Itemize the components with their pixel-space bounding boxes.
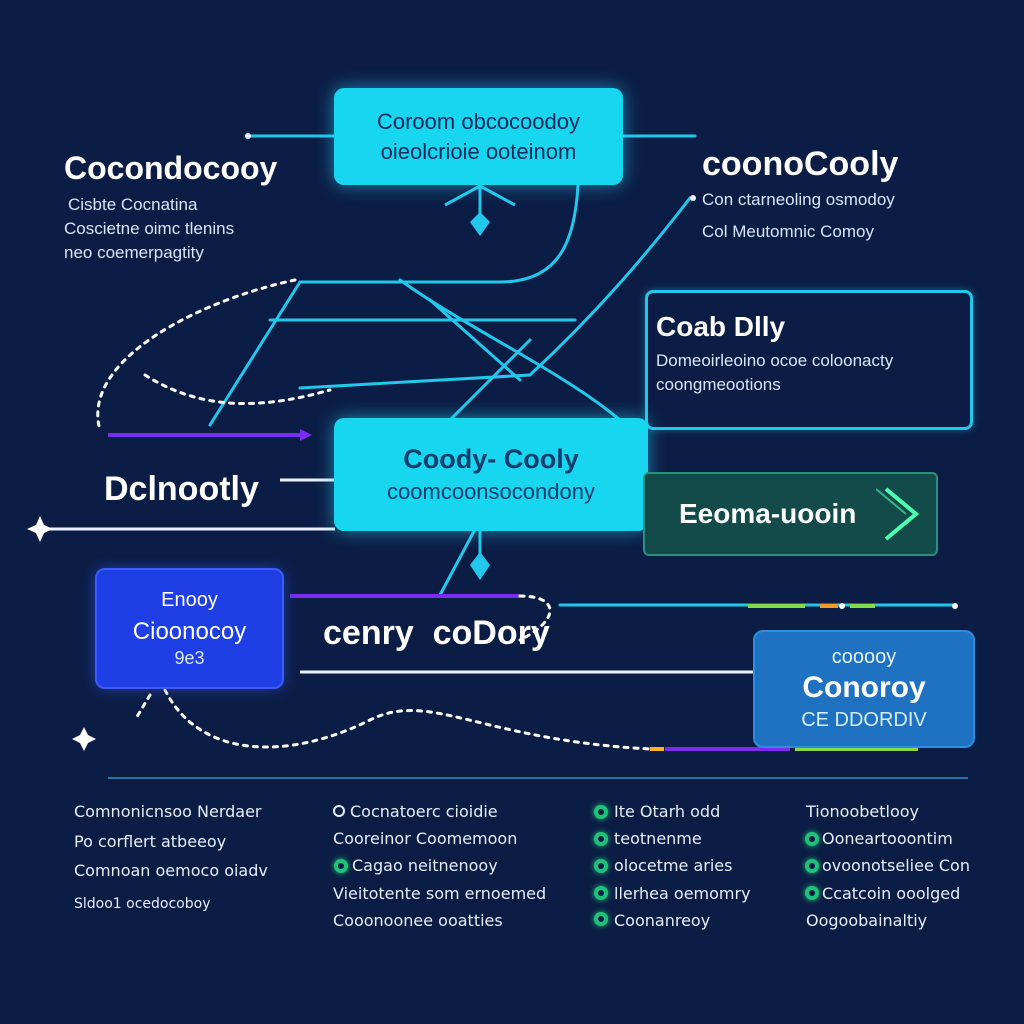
- legend-col4-item: Tionoobetlooy: [806, 802, 919, 821]
- legend-col1-item: Po corflert atbeeoy: [74, 832, 227, 851]
- label-mid-left: Dclnootly: [104, 470, 259, 508]
- legend-col4-item: Ooneartooontim: [822, 829, 953, 848]
- node-center[interactable]: Coody- Cooly coomcoonsocondony: [334, 418, 648, 531]
- node-right-box-line1: Domeoirleoino ocoe coloonacty: [656, 351, 894, 370]
- label-top-right: coonoCooly Con ctarneoling osmodoy Col M…: [702, 145, 1002, 242]
- dot-bullet-icon: [594, 912, 608, 926]
- legend-col2-item: Cooreinor Coomemoon: [333, 829, 518, 848]
- legend-col3-item: llerhea oemomry: [614, 884, 751, 903]
- legend-col4-item: Oogoobainaltiy: [806, 911, 928, 930]
- node-right-blue-line2: Conoroy: [802, 671, 926, 704]
- label-top-left-line2: Coscietne oimc tlenins: [64, 219, 235, 238]
- node-right-box-line2: coongmeootions: [656, 375, 781, 394]
- legend-col1-item: Sldoo1 ocedocoboy: [74, 896, 211, 912]
- node-center-line1: Coody- Cooly: [403, 444, 579, 474]
- node-left-blue[interactable]: Enooy Cioonocoy 9e3: [95, 568, 284, 689]
- sparkle-icon: [27, 516, 96, 751]
- node-right-box[interactable]: Coab Dlly Domeoirleoino ocoe coloonacty …: [645, 290, 973, 430]
- dot-bullet-icon: [594, 805, 608, 819]
- legend-col4-item: ovoonotseliee Con: [822, 856, 970, 875]
- label-top-right-title: coonoCooly: [702, 145, 899, 183]
- legend-col2-item: Cocnatoerc cioidie: [350, 802, 498, 821]
- label-top-left-line1: Cisbte Cocnatina: [68, 195, 198, 214]
- legend-col1-item: Comnonicnsoo Nerdaer: [74, 802, 262, 821]
- label-top-left-line3: neo coemerpagtity: [64, 243, 204, 262]
- node-left-blue-line2: Cioonocoy: [132, 617, 247, 645]
- node-right-blue-line1: cooooy: [831, 646, 897, 668]
- node-right-blue-line3: CE DDORDIV: [801, 709, 927, 731]
- dot-bullet-icon: [334, 859, 348, 873]
- label-top-left-title: Cocondocooy: [64, 150, 278, 186]
- legend-col4-item: Ccatcoin ooolged: [822, 884, 961, 903]
- label-top-right-line1: Con ctarneoling osmodoy: [702, 190, 895, 209]
- node-top-line2: oieolcrioie ooteinom: [380, 138, 577, 164]
- dot-bullet-icon: [594, 859, 608, 873]
- legend-col1-item: Comnoan oemoco oiadv: [74, 861, 268, 880]
- legend-col3-item: Coonanreoy: [614, 911, 711, 930]
- chevron-right-icon: [876, 487, 920, 541]
- arrow-up-icon: [444, 184, 516, 215]
- label-top-right-line2: Col Meutomnic Comoy: [702, 222, 874, 241]
- node-center-line2: coomcoonsocondony: [387, 479, 595, 504]
- node-top-line1: Coroom obcocoodoy: [376, 108, 580, 134]
- node-left-blue-line1: Enooy: [161, 588, 218, 611]
- legend-col2-item: Vieitotente som ernoemed: [333, 884, 547, 903]
- node-left-blue-line3: 9e3: [174, 647, 205, 668]
- legend-col2-item: Cagao neitnenooy: [352, 856, 498, 875]
- legend-col3-item: Ite Otarh odd: [614, 802, 721, 821]
- dot-bullet-icon: [805, 886, 819, 900]
- legend-col2-item: Cooonoonee ooatties: [333, 911, 503, 930]
- ring-bullet-icon: [333, 805, 345, 817]
- legend-col3-item: teotnenme: [614, 829, 702, 848]
- node-right-green[interactable]: Eeoma-uooin: [643, 472, 938, 556]
- dot-bullet-icon: [594, 886, 608, 900]
- dot-bullet-icon: [805, 832, 819, 846]
- label-top-left: Cocondocooy Cisbte Cocnatina Coscietne o…: [64, 150, 304, 263]
- label-center-caption: cenry coDory: [323, 614, 550, 652]
- dot-bullet-icon: [594, 832, 608, 846]
- node-right-box-title: Coab Dlly: [656, 311, 786, 342]
- legend-col3-item: olocetme aries: [614, 856, 733, 875]
- node-top[interactable]: Coroom obcocoodoy oieolcrioie ooteinom: [334, 88, 623, 185]
- dot-bullet-icon: [805, 859, 819, 873]
- node-right-green-label: Eeoma-uooin: [679, 498, 857, 529]
- node-right-blue[interactable]: cooooy Conoroy CE DDORDIV: [753, 630, 975, 748]
